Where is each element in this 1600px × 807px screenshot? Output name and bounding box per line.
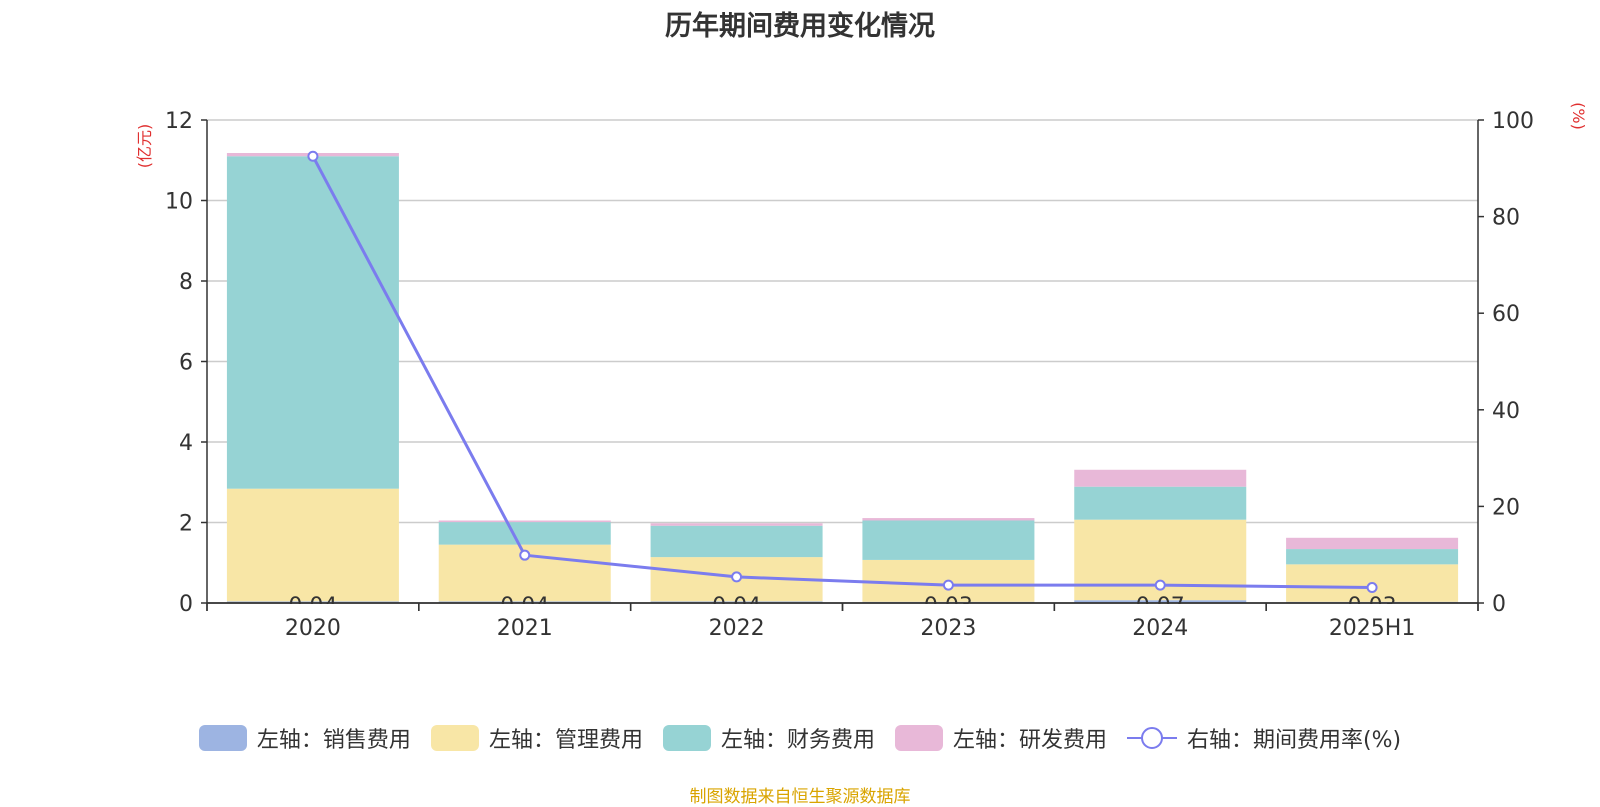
expense-rate-point (1366, 582, 1378, 594)
bar-rnd (650, 523, 823, 526)
bar-finance (862, 520, 1035, 560)
right-axis-tick-label: 60 (1492, 302, 1520, 327)
axes-layer: 0 2 4 6 8 10 12 0 20 40 60 80 100 2020 2021 2022 2023 202… (165, 109, 1534, 641)
legend-item-admin[interactable]: 左轴：管理费用 (430, 722, 643, 754)
bar-rnd (438, 520, 611, 523)
x-axis-tick-label: 2025H1 (1329, 616, 1416, 641)
legend-item-finance[interactable]: 左轴：财务费用 (662, 722, 875, 754)
legend-item-sales[interactable]: 左轴：销售费用 (198, 722, 411, 754)
chart-area: 0.040.040.040.030.070.03 024681012020406… (135, 102, 1588, 641)
source-note: 制图数据来自恒生聚源数据库 (689, 787, 911, 807)
bar-finance (650, 525, 823, 558)
legend-item-expense-rate[interactable]: 右轴：期间费用率(%) (1126, 722, 1402, 754)
legend-label-expense-rate: 右轴：期间费用率(%) (1186, 728, 1402, 753)
right-axis-tick-label: 80 (1492, 206, 1520, 231)
bar-rnd (862, 518, 1035, 521)
legend-swatch-admin (430, 725, 479, 751)
bar-layer (226, 153, 1459, 603)
bar-finance (226, 156, 399, 489)
bar-sales (438, 601, 611, 603)
x-axis-tick-label: 2024 (1132, 616, 1188, 641)
expense-rate-point (519, 549, 531, 561)
legend-item-rnd[interactable]: 左轴：研发费用 (894, 722, 1107, 754)
chart-title: 历年期间费用变化情况 (665, 11, 935, 42)
right-axis-tick-label: 20 (1492, 495, 1520, 520)
x-axis-tick-label: 2020 (285, 616, 341, 641)
legend-swatch-finance (662, 725, 711, 751)
x-axis-tick-label: 2023 (920, 616, 976, 641)
bar-admin (226, 488, 399, 602)
right-axis-tick-label: 0 (1492, 592, 1506, 617)
bar-finance (1286, 549, 1459, 565)
expense-rate-point (1154, 579, 1166, 591)
legend-line-marker-icon (1126, 727, 1177, 749)
left-axis-tick-label: 12 (165, 109, 193, 134)
left-axis-tick-label: 10 (165, 190, 193, 215)
expense-rate-point (731, 571, 743, 583)
line-layer (307, 150, 1378, 594)
bar-finance (438, 522, 611, 545)
left-axis-tick-label: 6 (179, 351, 193, 376)
left-axis-label: (亿元) (135, 124, 154, 169)
legend-label-rnd: 左轴：研发费用 (952, 728, 1107, 753)
expense-rate-point (307, 150, 319, 162)
expense-rate-line (311, 155, 1373, 590)
legend-label-finance: 左轴：财务费用 (720, 728, 875, 753)
left-axis-tick-label: 2 (179, 512, 193, 537)
bar-sales (650, 601, 823, 603)
right-axis-tick-label: 100 (1492, 109, 1534, 134)
bar-sales (226, 601, 399, 603)
bar-rnd (1074, 469, 1247, 487)
bar-sales (1074, 600, 1247, 603)
left-axis-tick-label: 8 (179, 270, 193, 295)
legend-swatch-rnd (894, 725, 943, 751)
left-axis-tick-label: 0 (179, 592, 193, 617)
legend-label-sales: 左轴：销售费用 (256, 728, 411, 753)
x-axis-tick-label: 2021 (497, 616, 553, 641)
left-axis-tick-label: 4 (179, 431, 193, 456)
legend-swatch-sales (198, 725, 247, 751)
legend: 左轴：销售费用 左轴：管理费用 左轴：财务费用 左轴：研发费用 右轴：期间费用率… (0, 722, 1600, 754)
bar-rnd (1286, 537, 1459, 550)
x-axis-tick-label: 2022 (709, 616, 765, 641)
right-axis-tick-label: 40 (1492, 399, 1520, 424)
right-axis-label: (%) (1569, 102, 1588, 130)
expense-rate-point (942, 579, 954, 591)
legend-label-admin: 左轴：管理费用 (488, 728, 643, 753)
bar-finance (1074, 486, 1247, 520)
